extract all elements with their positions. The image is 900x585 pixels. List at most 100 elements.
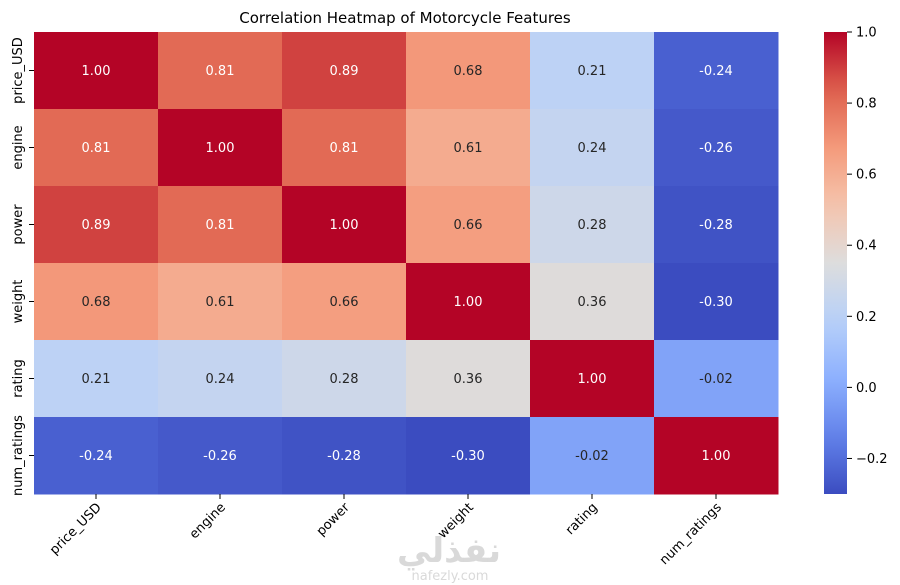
cell-value-label: -0.30 <box>699 295 733 310</box>
colorbar-tick-label: 1.0 <box>856 26 877 41</box>
cell-value-label: 0.66 <box>454 218 483 233</box>
cell-value-label: 0.89 <box>330 64 359 79</box>
cell-value-label: 0.61 <box>454 141 483 156</box>
heatmap-cell <box>406 32 531 110</box>
colorbar-gradient <box>824 32 847 494</box>
cell-value-label: 0.68 <box>82 295 111 310</box>
cell-value-label: 0.81 <box>330 141 359 156</box>
heatmap-cell <box>282 340 407 418</box>
cell-value-label: 0.28 <box>330 372 359 387</box>
cell-value-label: 0.66 <box>330 295 359 310</box>
y-tick-label: price_USD <box>11 37 26 104</box>
heatmap-cell <box>158 417 283 495</box>
heatmap-cell <box>654 417 779 495</box>
heatmap-cell <box>654 32 779 110</box>
heatmap-cell <box>158 186 283 264</box>
heatmap-cell <box>282 417 407 495</box>
heatmap-cell <box>34 340 159 418</box>
cell-value-label: -0.28 <box>327 449 361 464</box>
heatmap-cell <box>654 109 779 187</box>
x-tick-label: num_ratings <box>657 500 725 568</box>
cell-value-label: 1.00 <box>206 141 235 156</box>
heatmap-cell <box>530 263 655 341</box>
cell-value-label: 0.21 <box>82 372 111 387</box>
x-tick-label: power <box>314 500 353 539</box>
heatmap-cell <box>158 340 283 418</box>
watermark-latin-text: nafezly.com <box>412 569 489 584</box>
x-tick-label: engine <box>187 500 229 542</box>
heatmap-cell <box>530 109 655 187</box>
colorbar: −0.2 0.0 0.2 0.4 0.6 0.8 1.0 <box>824 26 888 494</box>
cell-value-label: 1.00 <box>702 449 731 464</box>
cell-value-label: 0.21 <box>578 64 607 79</box>
heatmap-cell <box>158 32 283 110</box>
heatmap-cell <box>34 263 159 341</box>
colorbar-tick-label: 0.2 <box>856 310 877 325</box>
cell-value-label: 0.81 <box>206 218 235 233</box>
cell-value-label: 1.00 <box>578 372 607 387</box>
cell-value-label: 0.28 <box>578 218 607 233</box>
cell-value-label: -0.26 <box>203 449 237 464</box>
heatmap-cell <box>282 186 407 264</box>
colorbar-tick-label: 0.8 <box>856 97 877 112</box>
x-tick-label: rating <box>563 500 601 538</box>
heatmap-cell <box>406 340 531 418</box>
heatmap-cell <box>282 109 407 187</box>
x-tick-label: price_USD <box>47 500 105 558</box>
y-tick-label: rating <box>11 359 26 398</box>
heatmap-cell <box>654 340 779 418</box>
heatmap-cell <box>34 186 159 264</box>
heatmap-cell <box>34 109 159 187</box>
heatmap-cell <box>654 186 779 264</box>
colorbar-tick-label: 0.4 <box>856 239 877 254</box>
heatmap-cell <box>406 186 531 264</box>
cell-value-label: 0.68 <box>454 64 483 79</box>
colorbar-tick-label: 0.6 <box>856 168 877 183</box>
watermark-arabic-text: نفذلي <box>397 531 501 571</box>
cell-value-label: 0.89 <box>82 218 111 233</box>
heatmap-cells: 1.00 0.81 0.89 0.68 0.21 -0.24 0.81 1.00 0.81 0.6… <box>34 32 779 495</box>
heatmap-cell <box>282 263 407 341</box>
heatmap-cell <box>530 340 655 418</box>
cell-value-label: 0.61 <box>206 295 235 310</box>
heatmap-cell <box>654 263 779 341</box>
cell-value-label: -0.24 <box>79 449 113 464</box>
watermark: نفذلي nafezly.com <box>397 531 501 584</box>
y-tick-label: weight <box>11 280 26 324</box>
cell-value-label: 0.81 <box>206 64 235 79</box>
heatmap-cell <box>530 417 655 495</box>
cell-value-label: 1.00 <box>454 295 483 310</box>
heatmap-cell <box>530 186 655 264</box>
cell-value-label: -0.02 <box>575 449 609 464</box>
heatmap-cell <box>158 109 283 187</box>
cell-value-label: -0.24 <box>699 64 733 79</box>
heatmap-cell <box>282 32 407 110</box>
colorbar-tick-label: 0.0 <box>856 381 877 396</box>
cell-value-label: 0.36 <box>578 295 607 310</box>
cell-value-label: 1.00 <box>82 64 111 79</box>
cell-value-label: -0.02 <box>699 372 733 387</box>
cell-value-label: -0.28 <box>699 218 733 233</box>
cell-value-label: -0.30 <box>451 449 485 464</box>
cell-value-label: 0.24 <box>206 372 235 387</box>
heatmap-cell <box>158 263 283 341</box>
cell-value-label: 0.24 <box>578 141 607 156</box>
heatmap-cell <box>34 32 159 110</box>
chart-title: Correlation Heatmap of Motorcycle Featur… <box>239 9 571 27</box>
heatmap-cell <box>406 417 531 495</box>
heatmap-cell <box>406 109 531 187</box>
y-tick-label: engine <box>11 125 26 169</box>
x-axis-tick-labels: price_USD engine power weight rating num_rati… <box>47 494 725 568</box>
cell-value-label: 0.36 <box>454 372 483 387</box>
heatmap-cell <box>406 263 531 341</box>
colorbar-tick-label: −0.2 <box>856 452 888 467</box>
cell-value-label: -0.26 <box>699 141 733 156</box>
y-tick-label: power <box>11 204 26 245</box>
cell-value-label: 1.00 <box>330 218 359 233</box>
heatmap-cell <box>530 32 655 110</box>
y-tick-label: num_ratings <box>11 415 26 496</box>
heatmap-cell <box>34 417 159 495</box>
cell-value-label: 0.81 <box>82 141 111 156</box>
